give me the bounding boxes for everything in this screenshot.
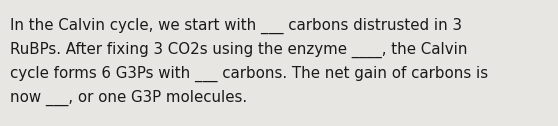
Text: In the Calvin cycle, we start with ___ carbons distrusted in 3: In the Calvin cycle, we start with ___ c… — [10, 18, 462, 34]
Text: RuBPs. After fixing 3 CO2s using the enzyme ____, the Calvin: RuBPs. After fixing 3 CO2s using the enz… — [10, 42, 468, 58]
Text: cycle forms 6 G3Ps with ___ carbons. The net gain of carbons is: cycle forms 6 G3Ps with ___ carbons. The… — [10, 66, 488, 82]
Text: now ___, or one G3P molecules.: now ___, or one G3P molecules. — [10, 90, 247, 106]
